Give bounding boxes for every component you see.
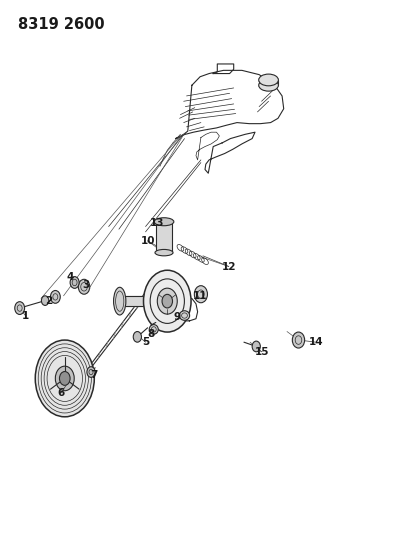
Text: 9: 9 xyxy=(173,312,180,322)
Text: 12: 12 xyxy=(221,262,236,271)
Text: 10: 10 xyxy=(140,236,155,246)
Circle shape xyxy=(15,302,25,314)
Circle shape xyxy=(157,288,177,314)
Text: 5: 5 xyxy=(142,337,149,347)
Text: 1: 1 xyxy=(22,311,29,320)
Circle shape xyxy=(194,286,207,303)
Circle shape xyxy=(70,277,79,288)
Ellipse shape xyxy=(258,79,278,91)
Ellipse shape xyxy=(258,74,278,86)
Ellipse shape xyxy=(113,287,126,315)
Circle shape xyxy=(133,332,141,342)
Circle shape xyxy=(35,340,94,417)
Ellipse shape xyxy=(179,311,189,320)
Text: 8: 8 xyxy=(147,329,154,339)
Text: 14: 14 xyxy=(308,337,322,347)
Circle shape xyxy=(162,294,172,308)
Text: 4: 4 xyxy=(67,272,74,282)
Ellipse shape xyxy=(155,249,173,256)
Circle shape xyxy=(87,367,95,377)
Ellipse shape xyxy=(154,217,173,225)
Circle shape xyxy=(59,372,70,385)
Text: 15: 15 xyxy=(254,347,268,357)
Polygon shape xyxy=(119,296,167,306)
Circle shape xyxy=(143,270,191,332)
Text: 2: 2 xyxy=(45,296,52,306)
Circle shape xyxy=(292,332,304,348)
Circle shape xyxy=(41,296,49,305)
Text: 3: 3 xyxy=(82,280,90,290)
Circle shape xyxy=(252,341,260,352)
FancyBboxPatch shape xyxy=(155,222,172,253)
Text: 8319 2600: 8319 2600 xyxy=(18,17,105,32)
Text: 13: 13 xyxy=(149,218,164,228)
Text: 6: 6 xyxy=(57,389,64,398)
Ellipse shape xyxy=(149,325,158,334)
Circle shape xyxy=(78,279,90,294)
Circle shape xyxy=(50,290,60,303)
Text: 7: 7 xyxy=(90,370,97,380)
Circle shape xyxy=(55,366,74,391)
Text: 11: 11 xyxy=(192,291,207,301)
